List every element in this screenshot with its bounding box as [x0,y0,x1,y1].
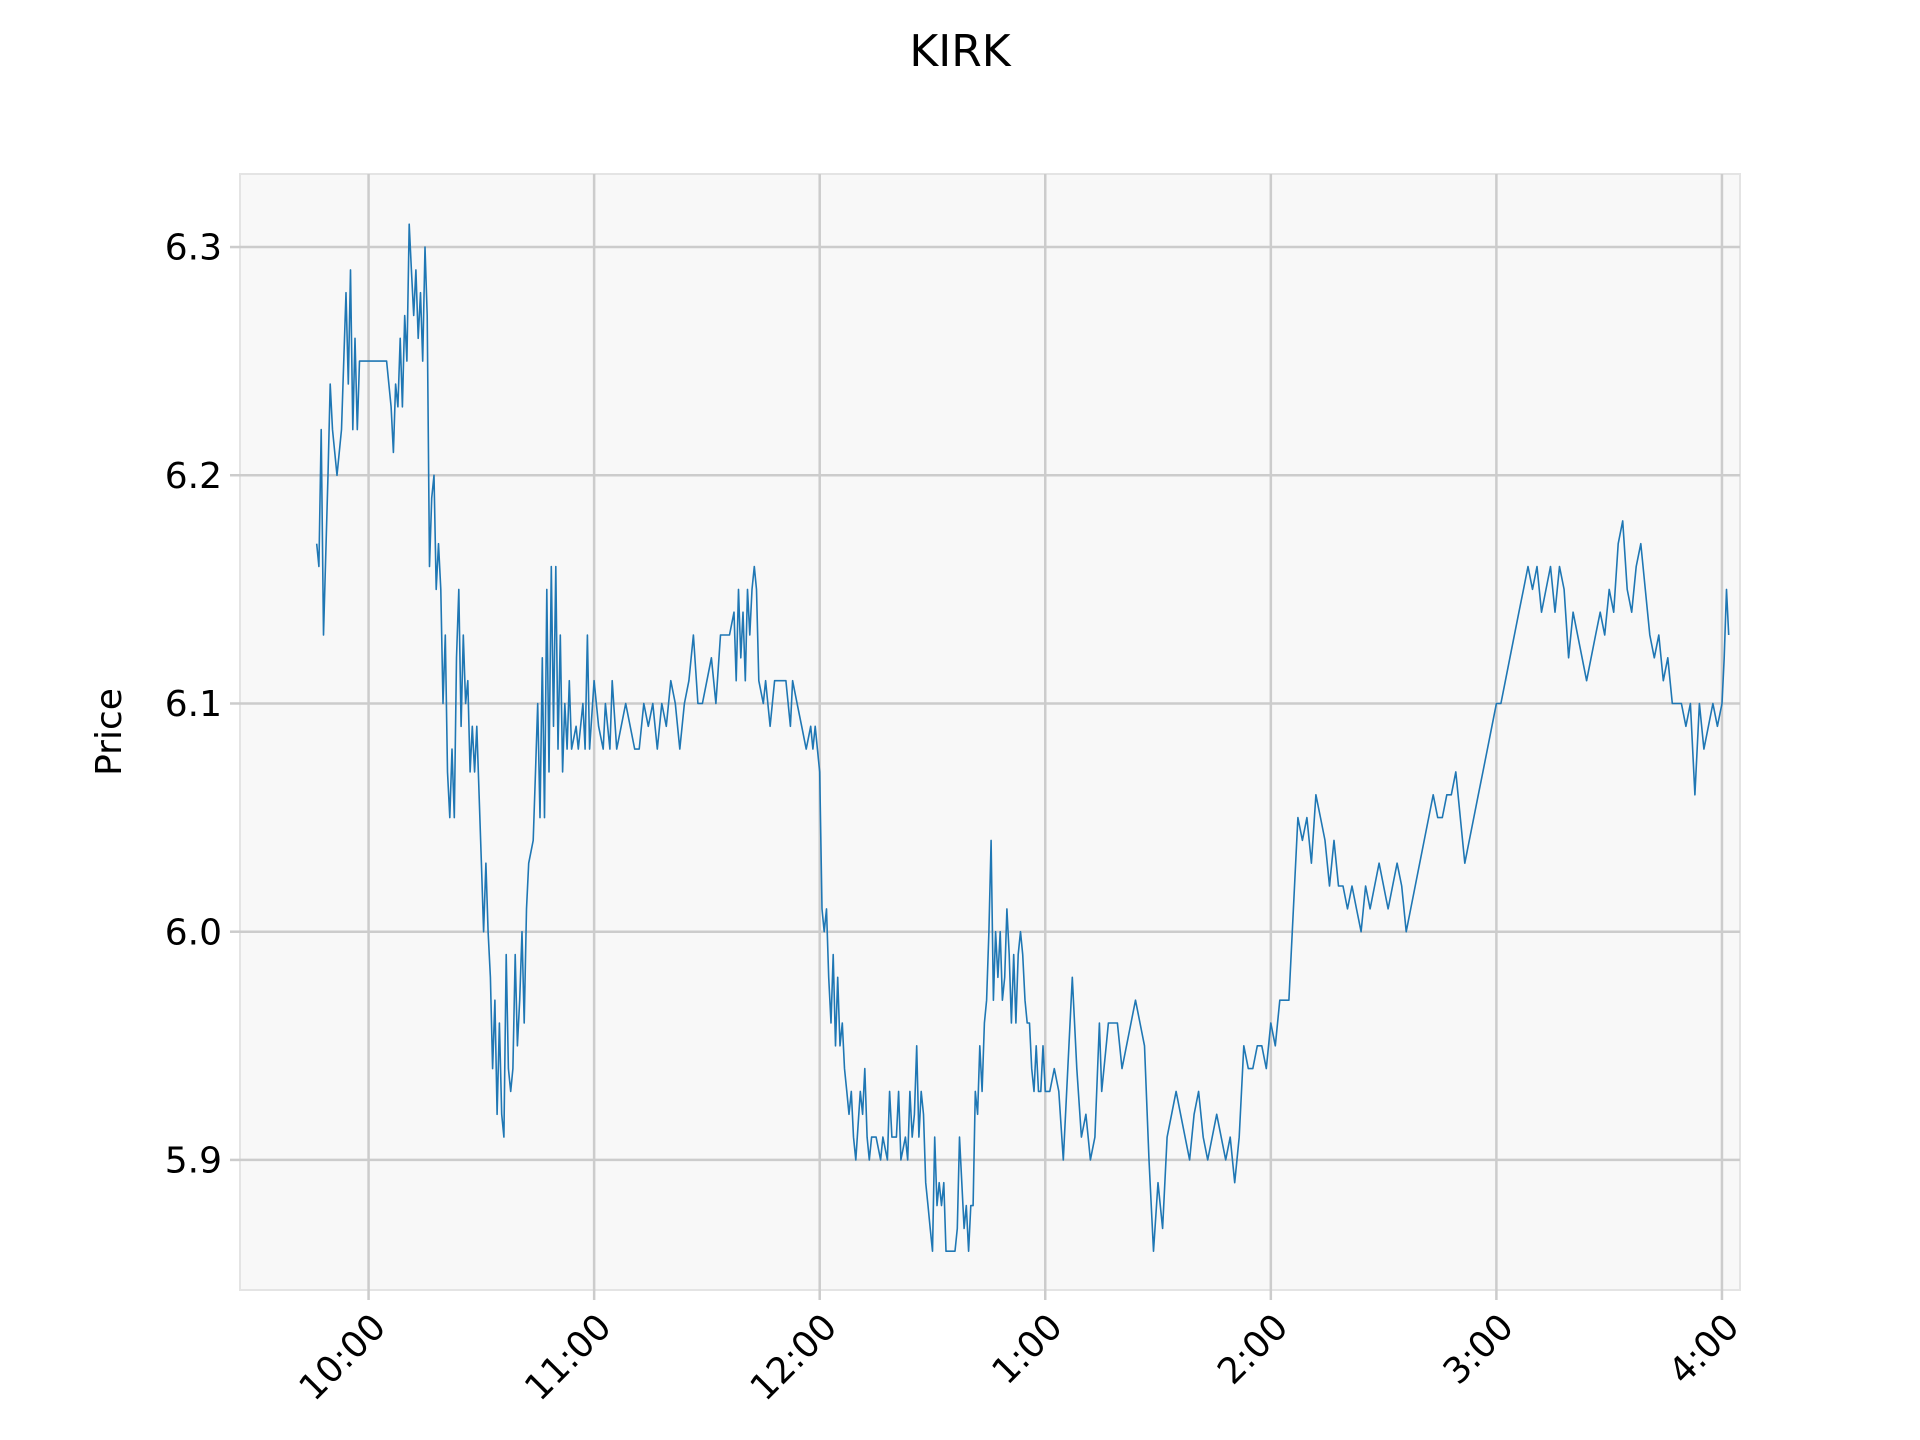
y-tick-label: 6.2 [165,456,222,497]
price-series-line [315,223,1730,1252]
y-tick-label: 5.9 [165,1141,222,1182]
gridlines [240,174,1740,1290]
plot-area [239,173,1741,1291]
series-layer [315,223,1730,1252]
y-tick-label: 6.0 [165,912,222,953]
y-axis-label: Price [89,688,130,776]
y-tick-label: 6.3 [165,228,222,269]
chart-title: KIRK [909,26,1011,77]
y-tick-label: 6.1 [165,684,222,725]
